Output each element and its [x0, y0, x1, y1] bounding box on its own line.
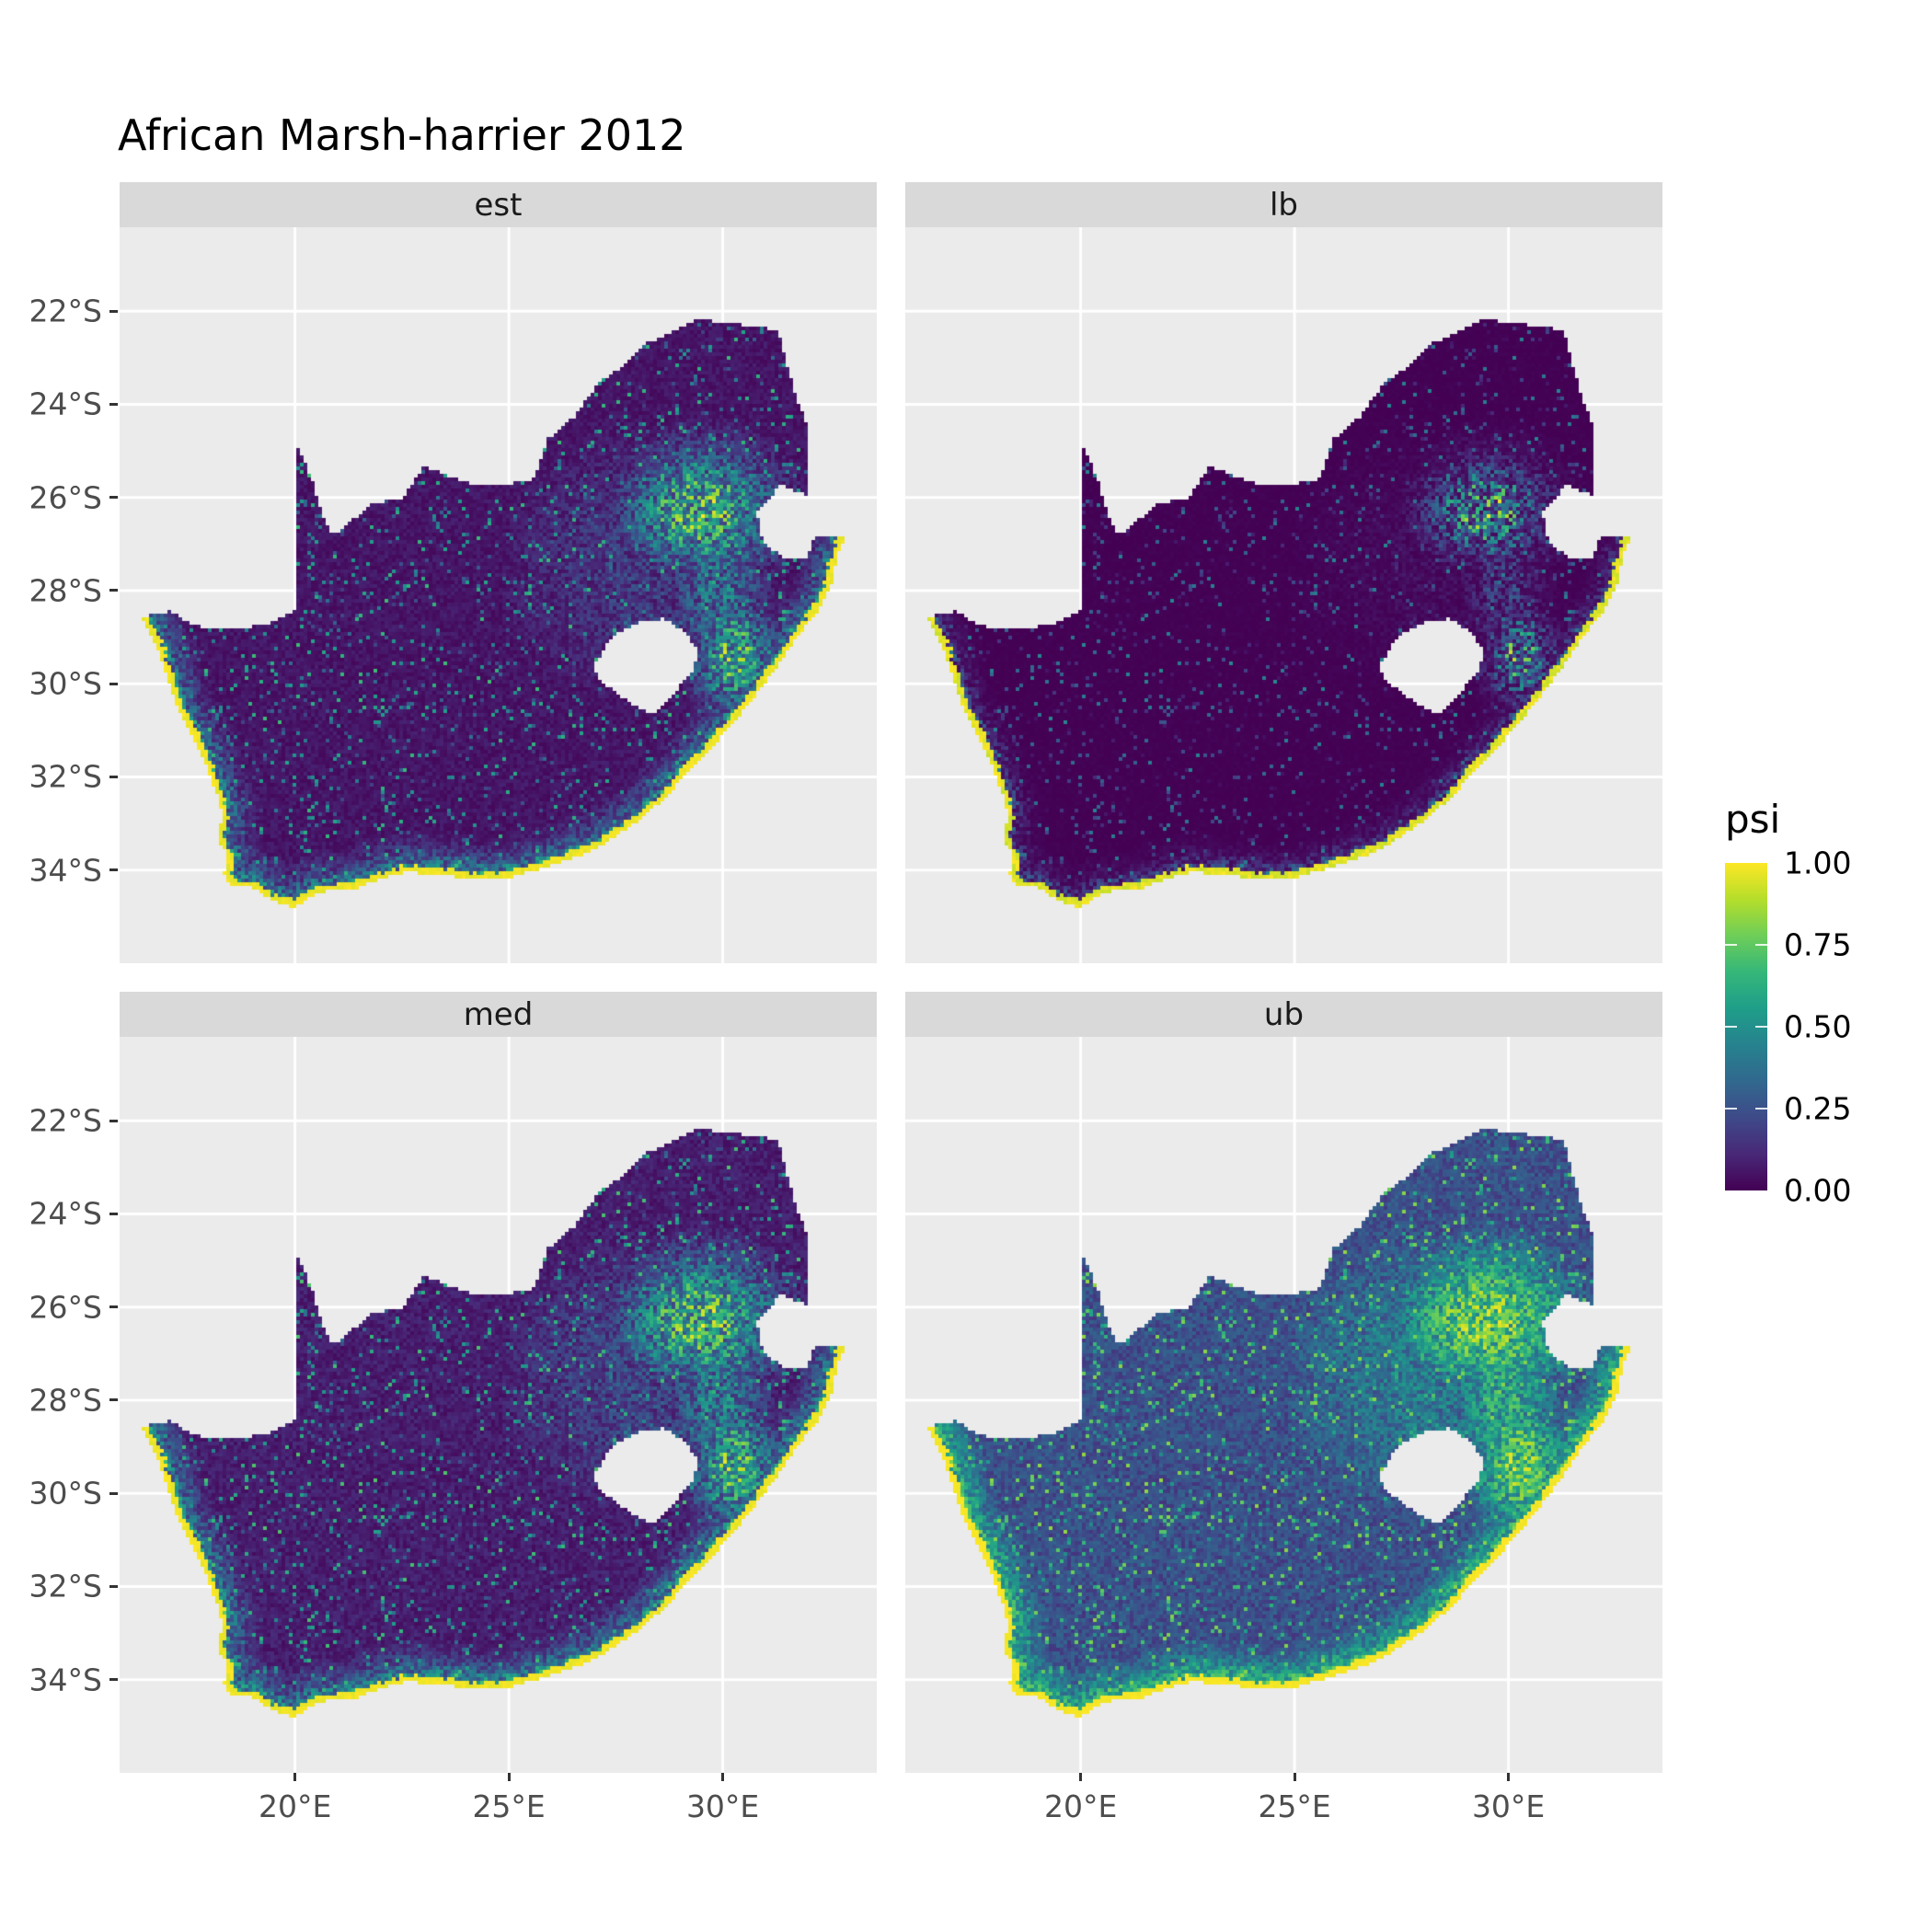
y-axis-label: 32°S — [29, 1568, 102, 1604]
map-canvas-ub — [905, 1037, 1662, 1773]
y-tick-mark — [109, 496, 118, 500]
legend-tick-mark — [1725, 944, 1737, 946]
x-axis-label: 25°E — [1258, 1788, 1331, 1824]
y-tick-mark — [109, 589, 118, 592]
y-tick-mark — [109, 682, 118, 685]
y-axis-label: 34°S — [29, 852, 102, 889]
x-tick-mark — [721, 1773, 725, 1781]
x-tick-mark — [507, 1773, 511, 1781]
facet-panel-est — [120, 227, 877, 963]
y-tick-mark — [109, 775, 118, 778]
x-tick-mark — [1507, 1773, 1511, 1781]
y-axis-label: 22°S — [29, 1102, 102, 1139]
y-tick-mark — [109, 1398, 118, 1402]
x-axis-label: 30°E — [1471, 1788, 1546, 1824]
y-tick-mark — [109, 1584, 118, 1588]
legend-tick-label: 0.25 — [1784, 1090, 1852, 1127]
facet-strip-label: med — [463, 995, 534, 1033]
legend-title: psi — [1725, 797, 1781, 842]
facet-panel-med — [120, 1037, 877, 1773]
y-axis-label: 28°S — [29, 572, 102, 609]
map-canvas-lb — [905, 227, 1662, 963]
y-axis-label: 28°S — [29, 1382, 102, 1419]
legend-tick-label: 0.00 — [1784, 1172, 1852, 1209]
y-tick-mark — [109, 1212, 118, 1215]
y-axis-label: 26°S — [29, 1289, 102, 1326]
x-axis-label: 25°E — [472, 1788, 546, 1824]
y-axis-label: 32°S — [29, 758, 102, 795]
y-axis-label: 24°S — [29, 385, 102, 422]
y-tick-mark — [109, 868, 118, 872]
y-axis-label: 22°S — [29, 293, 102, 329]
x-axis-label: 30°E — [685, 1788, 760, 1824]
map-canvas-med — [120, 1037, 877, 1773]
facet-strip-ub: ub — [905, 992, 1662, 1037]
facet-strip-est: est — [120, 182, 877, 227]
y-axis-label: 26°S — [29, 479, 102, 516]
x-tick-mark — [1293, 1773, 1296, 1781]
facet-strip-lb: lb — [905, 182, 1662, 227]
y-tick-mark — [109, 309, 118, 313]
legend-tick-label: 1.00 — [1784, 845, 1852, 881]
x-axis-label: 20°E — [258, 1788, 332, 1824]
legend-tick-label: 0.75 — [1784, 926, 1852, 963]
facet-panel-lb — [905, 227, 1662, 963]
map-canvas-est — [120, 227, 877, 963]
legend-tick-mark — [1755, 944, 1767, 946]
y-tick-mark — [109, 1491, 118, 1495]
y-axis-label: 30°S — [29, 1475, 102, 1512]
legend-tick-label: 0.50 — [1784, 1008, 1852, 1045]
y-tick-mark — [109, 1305, 118, 1309]
x-axis-label: 20°E — [1043, 1788, 1118, 1824]
legend-tick-mark — [1755, 1108, 1767, 1110]
facet-panel-ub — [905, 1037, 1662, 1773]
legend-tick-mark — [1725, 1026, 1737, 1028]
plot-title: African Marsh-harrier 2012 — [118, 110, 686, 160]
x-tick-mark — [293, 1773, 297, 1781]
y-tick-mark — [109, 1119, 118, 1122]
y-axis-label: 34°S — [29, 1662, 102, 1698]
y-tick-mark — [109, 402, 118, 406]
y-axis-label: 24°S — [29, 1195, 102, 1232]
x-tick-mark — [1079, 1773, 1083, 1781]
facet-strip-label: est — [474, 186, 523, 224]
y-axis-label: 30°S — [29, 665, 102, 702]
facet-strip-med: med — [120, 992, 877, 1037]
y-tick-mark — [109, 1678, 118, 1682]
legend-tick-mark — [1755, 1026, 1767, 1028]
legend-tick-mark — [1725, 1108, 1737, 1110]
facet-strip-label: ub — [1263, 995, 1305, 1033]
facet-strip-label: lb — [1269, 186, 1299, 224]
